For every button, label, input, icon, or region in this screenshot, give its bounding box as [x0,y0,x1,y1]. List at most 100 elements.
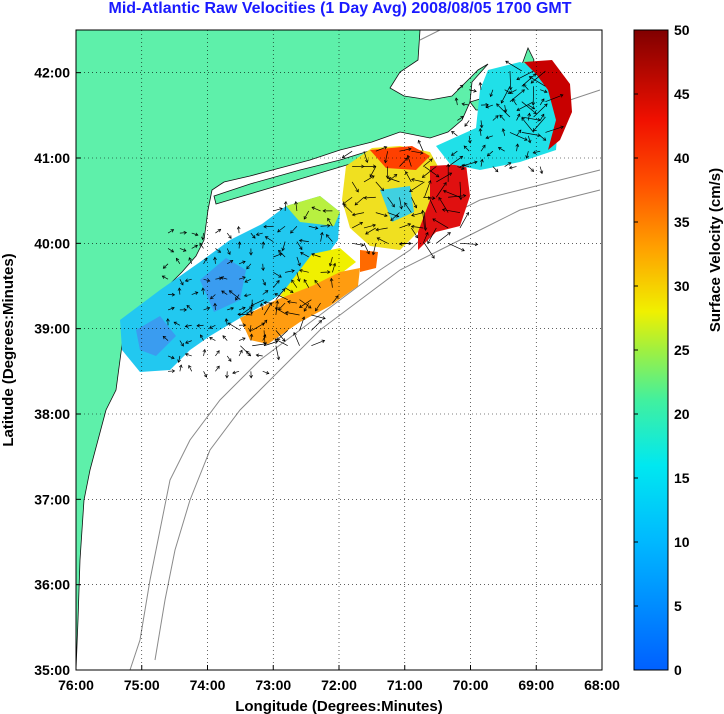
velocity-arrow-head [383,146,388,150]
velocity-arrow [516,113,520,121]
velocity-arrow-head [322,316,326,320]
velocity-arrow-head [485,104,490,109]
velocity-arrow-head [516,76,520,81]
velocity-arrow-head [364,159,369,164]
velocity-arrow-head [242,306,246,311]
velocity-arrow [387,197,395,208]
velocity-arrow-head [369,173,373,178]
velocity-arrow [505,60,522,72]
velocity-arrow-head [227,251,231,255]
velocity-arrow-head [299,268,303,273]
velocity-arrow-head [171,355,175,360]
velocity-arrow-head [311,206,316,210]
velocity-arrow-head [250,302,255,307]
velocity-arrow-head [478,81,483,86]
velocity-arrow [263,302,272,316]
velocity-arrow-head [448,172,453,176]
velocity-arrow-head [537,118,541,122]
velocity-arrow [404,202,412,213]
velocity-arrow [487,150,494,157]
velocity-arrow-head [335,295,339,299]
velocity-arrow [342,150,353,158]
velocity-arrow [209,337,216,341]
velocity-arrow-head [516,113,521,117]
y-tick-label: 36:00 [34,577,70,593]
velocity-arrow-head [291,279,295,284]
velocity-arrow [451,150,458,156]
velocity-arrow [411,227,418,239]
velocity-arrow-head [486,152,491,157]
velocity-arrow-head [314,226,319,230]
velocity-arrow-head [196,323,200,328]
velocity-arrow-head [500,99,505,104]
velocity-arrow-head [311,253,315,257]
velocity-arrow [545,94,564,103]
velocity-arrow [311,253,321,258]
velocity-arrow [399,148,412,152]
velocity-arrow [521,101,537,114]
velocity-arrow [167,307,175,311]
velocity-arrow [287,301,297,304]
velocity-arrow [285,270,295,273]
velocity-arrow-head [216,350,220,354]
velocity-arrow-head [372,223,376,228]
velocity-arrow-head [170,249,175,253]
velocity-arrow [203,278,210,282]
velocity-arrow [372,243,377,255]
velocity-arrow-head [161,275,166,279]
velocity-arrow [411,226,424,229]
velocity-arrow [272,280,280,288]
velocity-arrow-head [202,348,207,353]
velocity-arrow [262,290,269,295]
velocity-arrow-head [507,162,512,166]
velocity-arrow-head [560,125,564,130]
velocity-arrow [252,322,265,331]
velocity-arrow [209,324,216,329]
velocity-arrow [447,243,465,252]
velocity-arrow-head [255,232,260,236]
velocity-arrow [226,355,232,362]
velocity-arrow [320,225,330,227]
velocity-arrow [377,237,388,244]
velocity-arrow-head [183,230,188,235]
velocity-arrow-head [290,230,294,234]
velocity-arrow [238,241,240,249]
velocity-arrow [300,252,309,258]
velocity-arrow-head [515,143,520,147]
velocity-arrow [516,70,534,80]
velocity-arrow-head [281,247,286,252]
velocity-arrow-head [425,231,429,236]
velocity-arrow [185,324,192,327]
velocity-arrow-head [429,158,433,162]
velocity-arrow-head [530,168,535,172]
velocity-arrow [210,294,216,300]
velocity-arrow [250,232,256,239]
velocity-arrow [427,227,437,244]
velocity-arrow-head [427,196,432,200]
velocity-arrow-head [407,223,412,227]
velocity-arrow [418,140,424,152]
velocity-arrow [480,145,486,152]
velocity-arrow-head [351,212,356,217]
velocity-arrow [510,89,517,94]
velocity-arrow [479,128,482,136]
velocity-arrow-head [203,257,208,262]
velocity-arrow [296,241,303,250]
velocity-arrow-head [363,196,367,200]
velocity-arrow [329,256,333,267]
velocity-arrow-head [420,209,425,214]
velocity-arrow [545,126,564,133]
velocity-arrow-head [225,375,229,379]
velocity-arrow [405,171,412,183]
velocity-arrow [399,197,402,209]
velocity-arrow-head [242,323,247,327]
velocity-arrow [390,212,400,221]
velocity-arrow-head [281,288,286,292]
velocity-arrow-head [246,265,250,270]
velocity-arrow [303,279,310,288]
velocity-arrow [311,206,321,212]
y-tick-label: 42:00 [34,65,70,81]
velocity-arrow [240,306,253,316]
velocity-arrow [262,263,264,271]
velocity-arrow [295,201,298,211]
